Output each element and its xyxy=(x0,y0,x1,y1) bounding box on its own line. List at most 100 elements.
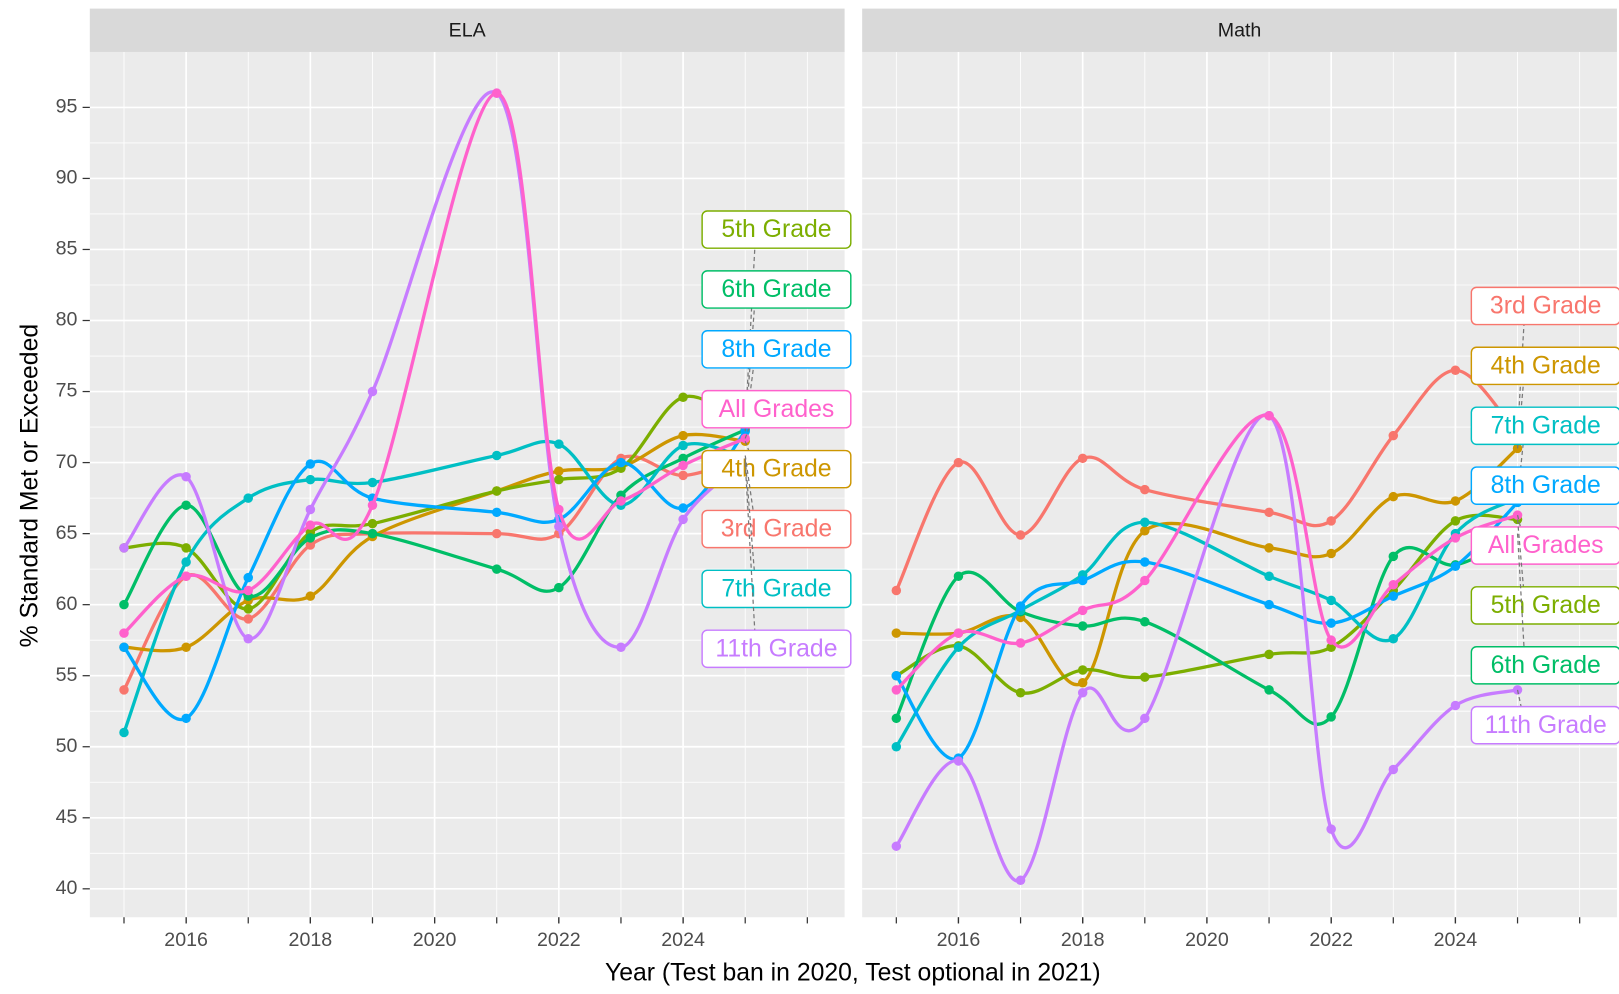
data-point xyxy=(243,614,253,624)
label-box xyxy=(1470,586,1619,625)
data-point xyxy=(1077,688,1088,698)
data-point xyxy=(678,392,688,402)
y-tick-label: 75 xyxy=(56,380,78,402)
data-point xyxy=(181,557,191,567)
strip-label: Math xyxy=(1218,20,1262,42)
data-point xyxy=(1140,526,1150,536)
series-line xyxy=(122,90,747,649)
label-box xyxy=(701,270,852,309)
series-label: 3rd Grade xyxy=(721,516,833,543)
data-point xyxy=(119,685,129,695)
data-point xyxy=(616,496,626,506)
label-box xyxy=(1470,705,1619,745)
data-point xyxy=(1450,516,1461,526)
data-point xyxy=(1326,548,1336,559)
x-tick-label: 2018 xyxy=(1061,929,1105,951)
label-box xyxy=(701,449,852,489)
data-point xyxy=(367,528,378,539)
data-point xyxy=(1264,685,1274,695)
series-label: 5th Grade xyxy=(721,216,831,243)
data-point xyxy=(119,642,129,653)
data-point xyxy=(491,528,502,539)
data-point xyxy=(1326,618,1336,628)
data-point xyxy=(1077,575,1088,586)
data-point xyxy=(740,426,750,437)
data-point xyxy=(119,543,129,553)
data-point xyxy=(1140,672,1150,682)
data-point xyxy=(491,88,502,98)
data-point xyxy=(554,521,564,532)
series-label: 5th Grade xyxy=(1491,592,1601,619)
label-connector xyxy=(744,458,757,589)
data-point xyxy=(1077,453,1088,464)
data-point xyxy=(1140,517,1150,528)
data-point xyxy=(678,460,688,471)
data-point xyxy=(491,486,502,496)
x-tick-label: 2024 xyxy=(661,929,705,951)
label-box xyxy=(1470,286,1619,326)
data-point xyxy=(1388,764,1399,775)
data-point xyxy=(305,504,316,515)
label-box xyxy=(701,509,852,549)
data-point xyxy=(1015,688,1026,698)
series-label: 4th Grade xyxy=(1491,352,1601,379)
y-tick-label: 50 xyxy=(56,735,78,757)
series-label: 3rd Grade xyxy=(1490,293,1602,320)
y-tick-label: 70 xyxy=(56,451,78,473)
data-point xyxy=(678,440,688,451)
data-point xyxy=(554,466,564,476)
data-point xyxy=(554,474,564,485)
data-point xyxy=(554,439,564,449)
y-tick-label: 65 xyxy=(56,522,78,544)
data-point xyxy=(243,634,253,644)
data-point xyxy=(1450,496,1461,506)
y-tick-label: 80 xyxy=(56,309,78,331)
series-label: 11th Grade xyxy=(1485,712,1607,739)
data-point xyxy=(491,450,502,461)
y-tick-label: 55 xyxy=(56,664,78,686)
x-tick-label: 2022 xyxy=(537,929,581,951)
series-line xyxy=(895,413,1519,692)
data-point xyxy=(1326,635,1336,645)
data-point xyxy=(1264,410,1274,421)
label-connector xyxy=(744,462,757,649)
data-point xyxy=(1140,557,1150,567)
data-point xyxy=(1015,638,1026,648)
data-point xyxy=(491,507,502,518)
strip-label: ELA xyxy=(449,20,487,42)
series-label: All Grades xyxy=(719,396,835,423)
data-point xyxy=(953,457,964,468)
data-point xyxy=(367,386,378,397)
data-point xyxy=(181,500,191,510)
label-box xyxy=(1470,346,1619,386)
data-point xyxy=(1015,601,1026,611)
data-point xyxy=(1388,591,1399,601)
y-tick-label: 45 xyxy=(56,806,78,828)
data-point xyxy=(1140,484,1150,495)
data-point xyxy=(1264,507,1274,518)
data-point xyxy=(491,564,502,574)
data-point xyxy=(1264,649,1274,660)
y-tick-label: 60 xyxy=(56,593,78,615)
data-point xyxy=(367,477,378,488)
data-point xyxy=(1326,824,1336,834)
data-point xyxy=(616,642,626,653)
data-point xyxy=(1450,365,1461,375)
label-box xyxy=(701,569,852,609)
data-point xyxy=(1512,510,1523,520)
label-connector xyxy=(1516,533,1526,666)
series-line xyxy=(894,368,1519,592)
data-point xyxy=(1388,430,1399,441)
series-label: All Grades xyxy=(1488,532,1604,559)
data-point xyxy=(891,713,902,724)
data-point xyxy=(181,543,191,553)
data-point xyxy=(1264,571,1274,581)
label-box xyxy=(1470,526,1619,565)
data-point xyxy=(1015,875,1026,886)
data-point xyxy=(891,585,902,596)
series-line xyxy=(895,513,1518,695)
data-point xyxy=(119,628,129,638)
data-point xyxy=(305,474,316,485)
data-point xyxy=(891,670,902,681)
